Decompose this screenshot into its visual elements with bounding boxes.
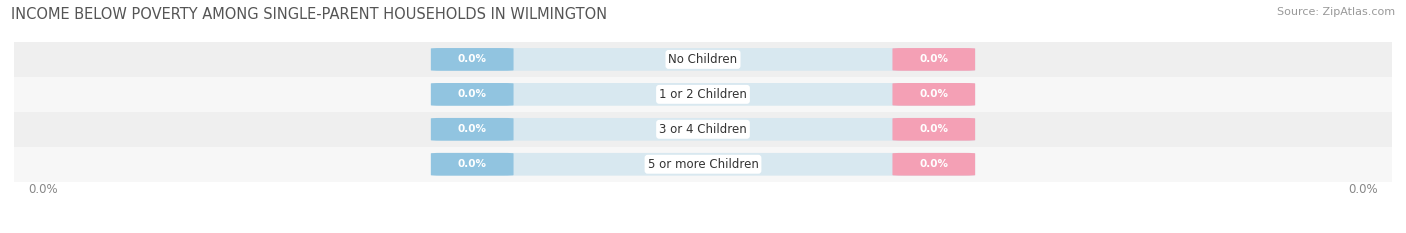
FancyBboxPatch shape	[430, 118, 513, 141]
Bar	[14, 112, 1392, 147]
FancyBboxPatch shape	[430, 118, 976, 141]
Text: 0.0%: 0.0%	[458, 124, 486, 134]
Text: 0.0%: 0.0%	[458, 55, 486, 64]
FancyBboxPatch shape	[893, 118, 976, 141]
FancyBboxPatch shape	[430, 48, 513, 71]
Text: 3 or 4 Children: 3 or 4 Children	[659, 123, 747, 136]
FancyBboxPatch shape	[430, 153, 976, 176]
Text: 0.0%: 0.0%	[458, 89, 486, 99]
Text: No Children: No Children	[668, 53, 738, 66]
FancyBboxPatch shape	[893, 83, 976, 106]
Text: INCOME BELOW POVERTY AMONG SINGLE-PARENT HOUSEHOLDS IN WILMINGTON: INCOME BELOW POVERTY AMONG SINGLE-PARENT…	[11, 7, 607, 22]
Text: 0.0%: 0.0%	[458, 159, 486, 169]
Text: 5 or more Children: 5 or more Children	[648, 158, 758, 171]
Bar	[14, 77, 1392, 112]
Text: 0.0%: 0.0%	[28, 183, 58, 196]
FancyBboxPatch shape	[893, 153, 976, 176]
FancyBboxPatch shape	[430, 83, 976, 106]
Text: 0.0%: 0.0%	[920, 89, 948, 99]
Bar	[14, 147, 1392, 182]
Text: 0.0%: 0.0%	[920, 55, 948, 64]
Bar	[14, 42, 1392, 77]
Text: Source: ZipAtlas.com: Source: ZipAtlas.com	[1277, 7, 1395, 17]
FancyBboxPatch shape	[430, 48, 976, 71]
FancyBboxPatch shape	[430, 83, 513, 106]
Text: 0.0%: 0.0%	[920, 124, 948, 134]
FancyBboxPatch shape	[430, 153, 513, 176]
Text: 0.0%: 0.0%	[920, 159, 948, 169]
Text: 1 or 2 Children: 1 or 2 Children	[659, 88, 747, 101]
FancyBboxPatch shape	[893, 48, 976, 71]
Text: 0.0%: 0.0%	[1348, 183, 1378, 196]
